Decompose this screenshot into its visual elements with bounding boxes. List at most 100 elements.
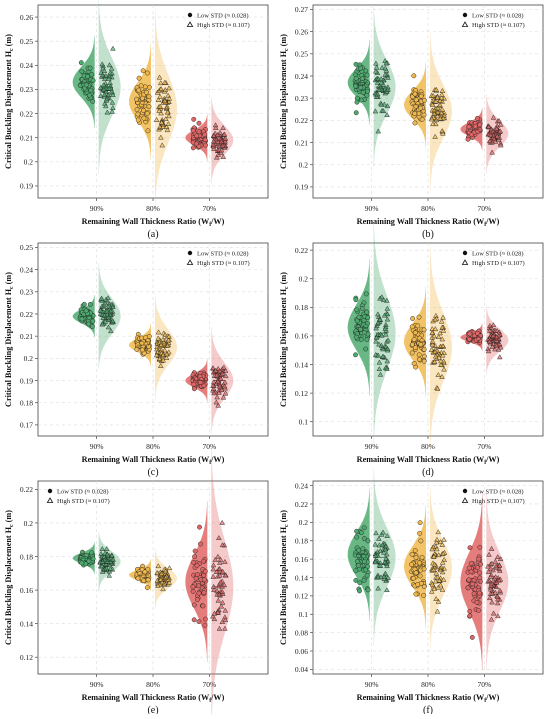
data-point-low-std xyxy=(467,608,473,614)
y-tick-label: 0.2 xyxy=(299,518,309,527)
data-point-high-std xyxy=(106,572,113,578)
data-point-high-std xyxy=(379,294,385,300)
data-point-low-std xyxy=(412,91,418,97)
data-point-high-std xyxy=(162,98,168,103)
y-tick-label: 0.23 xyxy=(20,85,33,94)
data-point-high-std xyxy=(497,587,503,593)
data-point-low-std xyxy=(89,550,95,556)
data-point-high-std xyxy=(382,546,389,552)
data-point-high-std xyxy=(216,566,223,571)
data-point-low-std xyxy=(142,569,148,575)
data-point-high-std xyxy=(106,62,113,68)
data-point-high-std xyxy=(429,330,436,336)
y-axis-label-end: (m) xyxy=(4,510,13,525)
data-point-high-std xyxy=(221,131,228,137)
data-point-high-std xyxy=(429,338,436,344)
y-tick-label: 0.08 xyxy=(295,628,308,637)
data-point-high-std xyxy=(382,65,389,71)
x-axis-label: Remaining Wall Thickness Ratio (Wf/W) xyxy=(82,217,225,228)
chart-panel: 0.19 0.2 0.21 0.22 0.23 0.24 0.25 0.26 90% 80% 70%… xyxy=(4,0,269,240)
data-point-high-std xyxy=(155,335,161,341)
data-point-low-std xyxy=(416,314,422,320)
data-point-low-std xyxy=(141,107,146,113)
data-point-high-std xyxy=(384,366,390,372)
data-point-high-std xyxy=(434,94,441,100)
data-point-high-std xyxy=(222,138,228,144)
data-point-low-std xyxy=(361,317,367,323)
y-tick-label: 0.26 xyxy=(295,27,308,36)
data-point-low-std xyxy=(135,575,141,581)
data-point-low-std xyxy=(475,607,481,613)
y-tick-label: 0.18 xyxy=(295,303,308,312)
data-point-low-std xyxy=(472,123,478,129)
data-point-high-std xyxy=(384,316,391,322)
y-tick-label: 0.19 xyxy=(20,182,33,191)
data-point-high-std xyxy=(497,344,504,350)
data-point-low-std xyxy=(478,561,484,567)
data-point-low-std xyxy=(134,107,140,113)
data-point-high-std xyxy=(428,116,435,122)
data-point-high-std xyxy=(430,566,437,572)
data-point-high-std xyxy=(103,545,110,551)
y-tick-label: 0.18 xyxy=(20,552,33,561)
data-point-low-std xyxy=(145,577,151,583)
data-point-high-std xyxy=(441,366,447,372)
data-point-high-std xyxy=(441,536,447,542)
data-point-high-std xyxy=(384,297,390,303)
legend-marker-low-std xyxy=(462,12,468,18)
x-axis-label-sub: f xyxy=(209,460,211,466)
data-point-high-std xyxy=(159,142,165,148)
data-point-high-std xyxy=(99,563,105,569)
data-point-low-std xyxy=(409,562,414,567)
data-point-high-std xyxy=(376,535,382,541)
data-point-high-std xyxy=(158,134,164,140)
x-axis-label-end: /W) xyxy=(485,455,499,464)
data-point-low-std xyxy=(418,105,423,111)
data-point-low-std xyxy=(192,554,198,560)
data-point-low-std xyxy=(475,330,480,336)
data-point-high-std xyxy=(485,568,492,574)
data-point-high-std xyxy=(383,331,389,337)
data-point-low-std xyxy=(78,60,84,66)
data-point-high-std xyxy=(222,607,229,613)
data-point-high-std xyxy=(105,295,111,301)
y-axis-label-main: Critical Buckling Displacement H xyxy=(279,50,288,169)
x-tick-label: 90% xyxy=(90,204,104,213)
y-tick-label: 0.22 xyxy=(20,109,33,118)
data-point-low-std xyxy=(477,570,483,576)
data-point-high-std xyxy=(431,585,438,591)
data-point-high-std xyxy=(219,588,226,594)
data-point-high-std xyxy=(163,116,169,121)
data-point-high-std xyxy=(218,149,224,155)
data-point-high-std xyxy=(432,353,439,359)
data-point-high-std xyxy=(431,561,438,567)
data-point-high-std xyxy=(166,85,172,91)
y-tick-label: 0.22 xyxy=(20,310,33,319)
data-point-low-std xyxy=(79,560,85,566)
data-point-high-std xyxy=(373,93,380,99)
data-point-low-std xyxy=(421,584,427,590)
data-point-high-std xyxy=(384,112,390,118)
data-point-low-std xyxy=(415,323,421,329)
data-point-high-std xyxy=(429,101,436,107)
x-tick-label: 70% xyxy=(202,204,216,213)
data-point-high-std xyxy=(490,333,497,339)
data-point-low-std xyxy=(90,98,96,104)
data-point-high-std xyxy=(492,346,498,352)
data-point-low-std xyxy=(197,524,202,530)
data-point-low-std xyxy=(134,96,140,102)
data-point-high-std xyxy=(104,109,111,115)
data-point-low-std xyxy=(358,85,364,91)
data-point-high-std xyxy=(156,107,162,113)
data-point-high-std xyxy=(379,64,385,70)
y-tick-label: 0.1 xyxy=(299,610,309,619)
data-point-high-std xyxy=(432,316,438,322)
data-point-low-std xyxy=(145,70,150,76)
data-point-high-std xyxy=(101,68,108,73)
data-point-high-std xyxy=(440,314,446,320)
data-point-high-std xyxy=(439,541,446,547)
data-point-low-std xyxy=(201,577,207,583)
data-point-low-std xyxy=(86,321,92,327)
y-axis-label-main: Critical Buckling Displacement H xyxy=(4,50,13,169)
data-point-low-std xyxy=(354,95,360,101)
